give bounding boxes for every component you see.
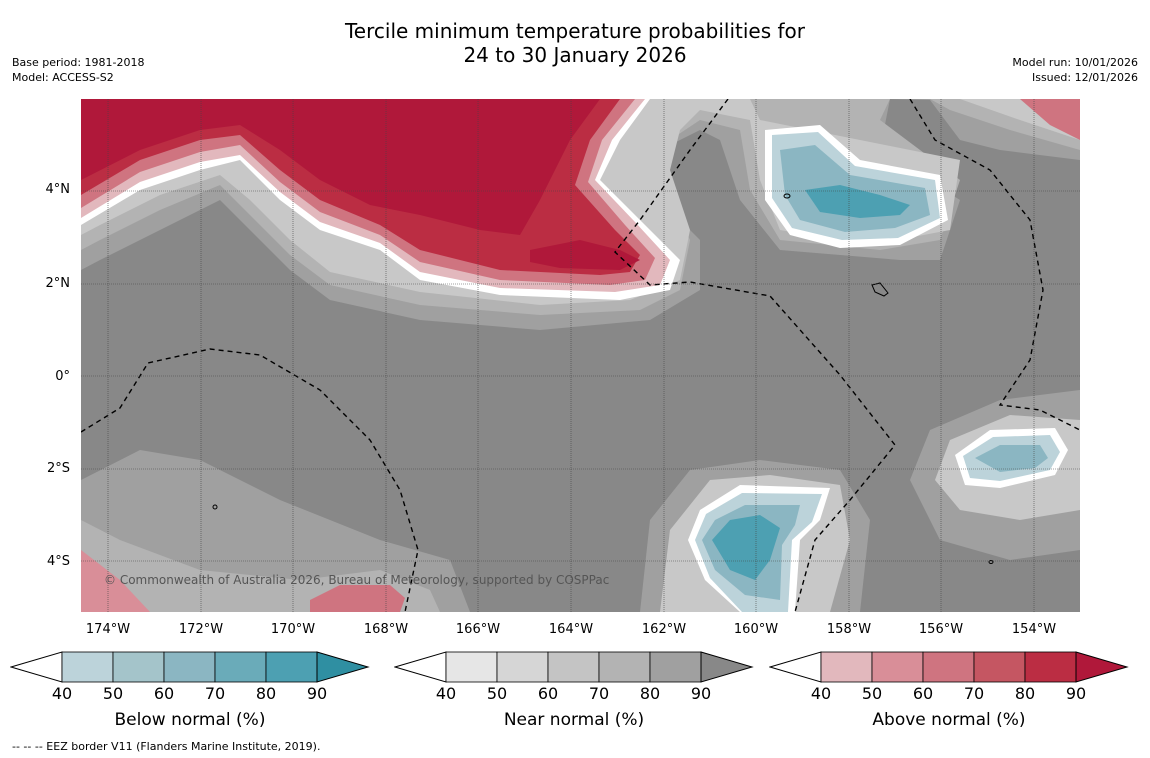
- legend-caption-below: Below normal (%): [114, 710, 266, 730]
- below-normal-region-east-60: [975, 445, 1048, 472]
- legend-tick-label: 50: [861, 684, 883, 703]
- model-name: Model: ACCESS-S2: [12, 71, 114, 84]
- lon-label-174w: 174°W: [85, 622, 131, 637]
- legend-tick-label: 70: [963, 684, 985, 703]
- base-period: Base period: 1981-2018: [12, 56, 145, 69]
- legend-tick-label: 70: [588, 684, 610, 703]
- legend-tick-label: 90: [690, 684, 712, 703]
- below-normal-region-north-80: [805, 185, 910, 218]
- legend-color-cell: [163, 651, 216, 683]
- island-4: [988, 560, 994, 564]
- legend-above-normal-bar: [769, 651, 1129, 683]
- legend-tick-label: 50: [102, 684, 124, 703]
- legend-color-cell: [649, 651, 702, 683]
- legend-tick-label: 80: [1014, 684, 1036, 703]
- legend-tick-label: 60: [912, 684, 934, 703]
- legend-color-cell: [214, 651, 267, 683]
- legend-color-cell: [496, 651, 549, 683]
- lon-label-172w: 172°W: [178, 622, 224, 637]
- above-normal-region-south: [310, 585, 405, 612]
- island-3: [212, 504, 218, 510]
- lon-label-168w: 168°W: [363, 622, 409, 637]
- legend-color-cell: [973, 651, 1026, 683]
- legend-tick-label: 90: [306, 684, 328, 703]
- islands: [212, 193, 994, 564]
- copyright-credit: © Commonwealth of Australia 2026, Bureau…: [104, 573, 610, 587]
- island-1: [871, 282, 889, 297]
- lon-label-170w: 170°W: [270, 622, 316, 637]
- lat-label-4s: 4°S: [46, 554, 70, 569]
- model-run: Model run: 10/01/2026: [1012, 56, 1138, 69]
- legend-tick-label: 60: [537, 684, 559, 703]
- legend-color-cell: [1024, 651, 1077, 683]
- legend-caption-above: Above normal (%): [872, 710, 1026, 730]
- legend-tick-label: 80: [639, 684, 661, 703]
- lon-label-164w: 164°W: [548, 622, 594, 637]
- legend-color-cell: [922, 651, 975, 683]
- lon-label-160w: 160°W: [733, 622, 779, 637]
- legend-caption-near: Near normal (%): [503, 710, 645, 730]
- lon-label-154w: 154°W: [1011, 622, 1057, 637]
- legend-above-arrow-left: [769, 651, 822, 683]
- map-field: [81, 99, 1080, 612]
- legend-tick-label: 80: [255, 684, 277, 703]
- legend-color-cell: [265, 651, 318, 683]
- eez-borders: [81, 99, 1080, 612]
- chart-title: Tercile minimum temperature probabilitie…: [0, 19, 1150, 67]
- eez-border-east: [909, 99, 1080, 431]
- legend-near-arrow-right: [700, 651, 754, 683]
- legend-below-normal-bar: [10, 651, 370, 683]
- issued-date: Issued: 12/01/2026: [1031, 71, 1138, 84]
- legend-above-arrow-right: [1075, 651, 1129, 683]
- lat-label-2s: 2°S: [46, 461, 70, 476]
- legend-color-cell: [445, 651, 498, 683]
- above-normal-region-north-90: [81, 99, 600, 235]
- lon-label-166w: 166°W: [455, 622, 501, 637]
- meta-left: Base period: 1981-2018 Model: ACCESS-S2: [12, 55, 144, 85]
- legend-color-cell: [871, 651, 924, 683]
- legend-color-cell: [598, 651, 651, 683]
- lon-label-162w: 162°W: [641, 622, 687, 637]
- title-line-1: Tercile minimum temperature probabilitie…: [344, 19, 806, 43]
- eez-note: -- -- -- EEZ border V11 (Flanders Marine…: [12, 740, 321, 753]
- legend-below-arrow-right: [316, 651, 370, 683]
- lat-label-2n: 2°N: [45, 276, 71, 291]
- legend-near-arrow-left: [394, 651, 447, 683]
- above-normal-region-northeast: [1020, 99, 1080, 140]
- meta-right: Model run: 10/01/2026 Issued: 12/01/2026: [1012, 55, 1138, 85]
- legend-color-cell: [61, 651, 114, 683]
- legend-tick-label: 40: [51, 684, 73, 703]
- island-2: [783, 193, 791, 199]
- legend-tick-label: 40: [435, 684, 457, 703]
- graticule: [81, 99, 1080, 612]
- lat-label-4n: 4°N: [45, 182, 71, 197]
- lon-label-156w: 156°W: [918, 622, 964, 637]
- eez-border-central: [614, 99, 896, 612]
- lat-label-0: 0°: [55, 369, 70, 384]
- legend-color-cell: [112, 651, 165, 683]
- legend-tick-label: 60: [153, 684, 175, 703]
- legend-tick-label: 90: [1065, 684, 1087, 703]
- title-line-2: 24 to 30 January 2026: [463, 43, 687, 67]
- lon-label-158w: 158°W: [826, 622, 872, 637]
- legend-color-cell: [820, 651, 873, 683]
- legend-color-cell: [547, 651, 600, 683]
- below-normal-region-south-80: [712, 515, 780, 580]
- legend-tick-label: 50: [486, 684, 508, 703]
- legend-tick-label: 70: [204, 684, 226, 703]
- above-normal-region-southwest: [81, 550, 150, 612]
- above-normal-region-north-core: [530, 240, 640, 270]
- eez-border-west: [81, 348, 419, 612]
- legend-near-normal-bar: [394, 651, 754, 683]
- legend-below-arrow-left: [10, 651, 63, 683]
- legend-tick-label: 40: [810, 684, 832, 703]
